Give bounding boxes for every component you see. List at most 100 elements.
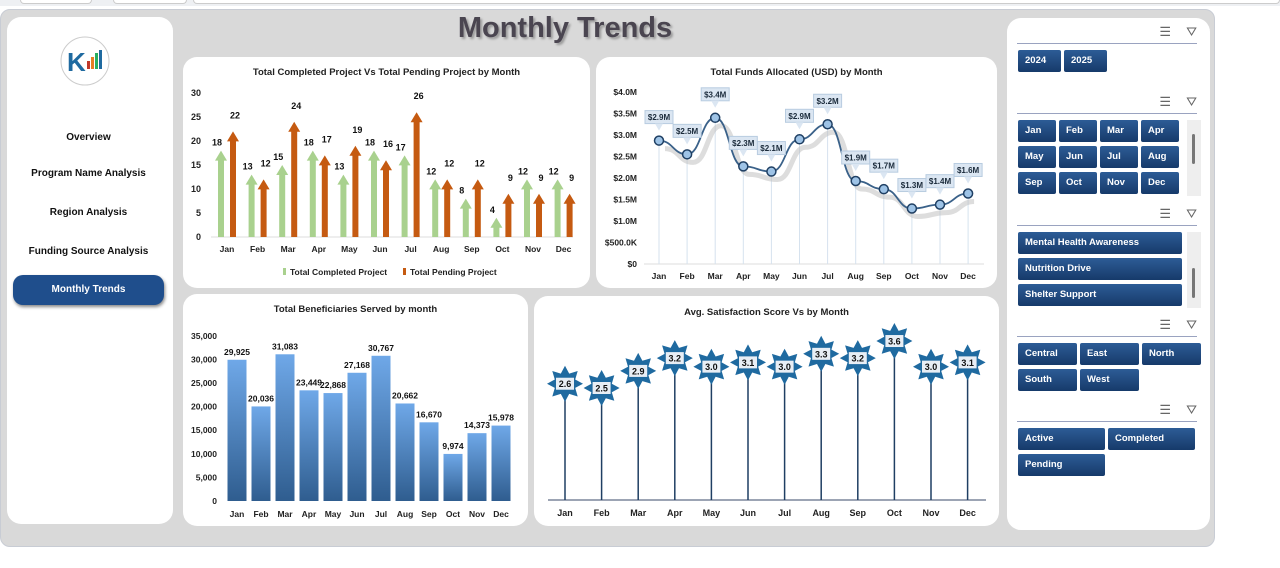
multi-select-icon[interactable]: ☰	[1159, 402, 1171, 417]
data-callout-pointer	[711, 100, 720, 108]
slicer-month-aug[interactable]: Aug	[1141, 146, 1179, 168]
data-label: $2.5M	[676, 127, 699, 136]
slicer-month-may[interactable]: May	[1018, 146, 1056, 168]
x-tick-label: Apr	[311, 244, 326, 254]
x-tick-label: Nov	[922, 508, 939, 518]
funds-line	[658, 116, 969, 210]
slicer-month-jul[interactable]: Jul	[1100, 146, 1138, 168]
data-label: 4	[490, 205, 495, 215]
nav-funding-source-analysis[interactable]: Funding Source Analysis	[28, 246, 149, 257]
slicer-region-north[interactable]: North	[1142, 343, 1201, 365]
line-shadow	[664, 123, 975, 220]
data-point	[681, 149, 693, 160]
legend-swatch	[403, 268, 406, 275]
clear-filter-icon[interactable]: ⛛	[1186, 206, 1197, 221]
top-strip	[0, 0, 1280, 6]
slicer-month-mar[interactable]: Mar	[1100, 120, 1138, 142]
program-slicer-scrollbar[interactable]	[1187, 232, 1201, 308]
slicer-month-feb[interactable]: Feb	[1059, 120, 1097, 142]
x-tick-label: Oct	[495, 244, 509, 254]
clear-filter-icon[interactable]: ⛛	[1186, 94, 1197, 109]
multi-select-icon[interactable]: ☰	[1159, 24, 1171, 39]
data-label: $3.4M	[704, 90, 727, 99]
data-label: 3.0	[705, 362, 718, 372]
month-slicer-scrollbar[interactable]	[1187, 120, 1201, 196]
data-label: 3.0	[925, 362, 938, 372]
slicer-month-jan[interactable]: Jan	[1018, 120, 1056, 142]
data-label: 12	[426, 166, 436, 176]
slicer-month-apr[interactable]: Apr	[1141, 120, 1179, 142]
slicer-month-jun[interactable]: Jun	[1059, 146, 1097, 168]
data-label: 26	[414, 91, 424, 101]
beneficiaries-bar	[347, 372, 367, 501]
nav-overview[interactable]: Overview	[66, 132, 111, 143]
marker-label-bg	[848, 352, 867, 365]
slicer-month-nov[interactable]: Nov	[1100, 172, 1138, 194]
data-point	[738, 161, 749, 172]
slicer-region-west[interactable]: West	[1080, 369, 1139, 391]
slicer-status-active[interactable]: Active	[1018, 428, 1105, 450]
x-tick-label: Sep	[850, 508, 867, 518]
x-tick-label: Dec	[493, 509, 509, 519]
x-tick-label: Jun	[792, 271, 807, 281]
pending-arrow-bar	[563, 193, 576, 237]
slicer-program[interactable]: Shelter Support	[1018, 284, 1182, 306]
data-point	[934, 199, 946, 210]
slicer-status-completed[interactable]: Completed	[1108, 428, 1195, 450]
formula-bar[interactable]	[193, 0, 1280, 4]
data-label: 20,036	[248, 393, 274, 403]
clear-filter-icon[interactable]: ⛛	[1186, 317, 1197, 332]
x-tick-label: Apr	[736, 271, 751, 281]
slicer-program[interactable]: Mental Health Awareness	[1018, 232, 1182, 254]
multi-select-icon[interactable]: ☰	[1159, 317, 1171, 332]
slicer-month-oct[interactable]: Oct	[1059, 172, 1097, 194]
data-callout-pointer	[936, 187, 944, 195]
svg-text:K: K	[67, 47, 86, 77]
x-tick-label: Sep	[464, 244, 480, 254]
data-label: 2.6	[559, 379, 572, 389]
x-tick-label: Oct	[446, 509, 460, 519]
beneficiaries-bar	[491, 425, 511, 501]
data-point	[962, 188, 974, 199]
slicer-month-dec[interactable]: Dec	[1141, 172, 1179, 194]
clear-filter-icon[interactable]: ⛛	[1186, 402, 1197, 417]
projects-chart: Total Completed Project Vs Total Pending…	[183, 57, 590, 288]
data-label: 30,767	[368, 343, 394, 353]
slicer-year-2024[interactable]: 2024	[1018, 50, 1061, 72]
multi-select-icon[interactable]: ☰	[1159, 206, 1171, 221]
legend-swatch	[283, 268, 286, 275]
marker-label-bg	[739, 356, 757, 369]
data-point	[709, 112, 721, 124]
x-tick-label: Aug	[847, 271, 864, 281]
data-label: 16,670	[416, 409, 442, 419]
slicer-region-south[interactable]: South	[1018, 369, 1077, 391]
slicer-status-pending[interactable]: Pending	[1018, 454, 1105, 476]
y-tick-label: $4.0M	[613, 87, 637, 97]
y-tick-label: 30,000	[191, 354, 217, 364]
slicer-month-sep[interactable]: Sep	[1018, 172, 1056, 194]
data-label: 2.9	[632, 366, 645, 376]
slicer-program[interactable]: Nutrition Drive	[1018, 258, 1182, 280]
clear-filter-icon[interactable]: ⛛	[1186, 24, 1197, 39]
slicer-panel: ☰ ⛛ 2024 2025 ☰ ⛛ Jan Feb Mar Apr May Jun Jul Aug Sep O…	[1007, 18, 1210, 530]
x-tick-label: Feb	[253, 509, 268, 519]
data-label: 15,978	[488, 413, 514, 423]
completed-arrow-bar	[276, 165, 289, 237]
sheet-tab[interactable]	[113, 0, 187, 4]
x-tick-label: Oct	[905, 271, 919, 281]
marker-label-bg	[885, 335, 904, 348]
multi-select-icon[interactable]: ☰	[1159, 94, 1171, 109]
nav-program-name-analysis[interactable]: Program Name Analysis	[31, 168, 146, 179]
slicer-region-central[interactable]: Central	[1018, 343, 1077, 365]
nav-region-analysis[interactable]: Region Analysis	[49, 207, 128, 218]
marker-label-bg	[812, 347, 831, 360]
x-tick-label: Jan	[230, 509, 245, 519]
data-label: 12	[261, 158, 271, 168]
slicer-year-2025[interactable]: 2025	[1064, 50, 1107, 72]
slicer-region-east[interactable]: East	[1080, 343, 1139, 365]
nav-monthly-trends[interactable]: Monthly Trends	[13, 275, 164, 305]
sheet-tab[interactable]	[20, 0, 92, 4]
completed-arrow-bar	[429, 179, 442, 237]
data-callout-pointer	[879, 172, 888, 180]
y-tick-label: 10	[191, 184, 201, 194]
